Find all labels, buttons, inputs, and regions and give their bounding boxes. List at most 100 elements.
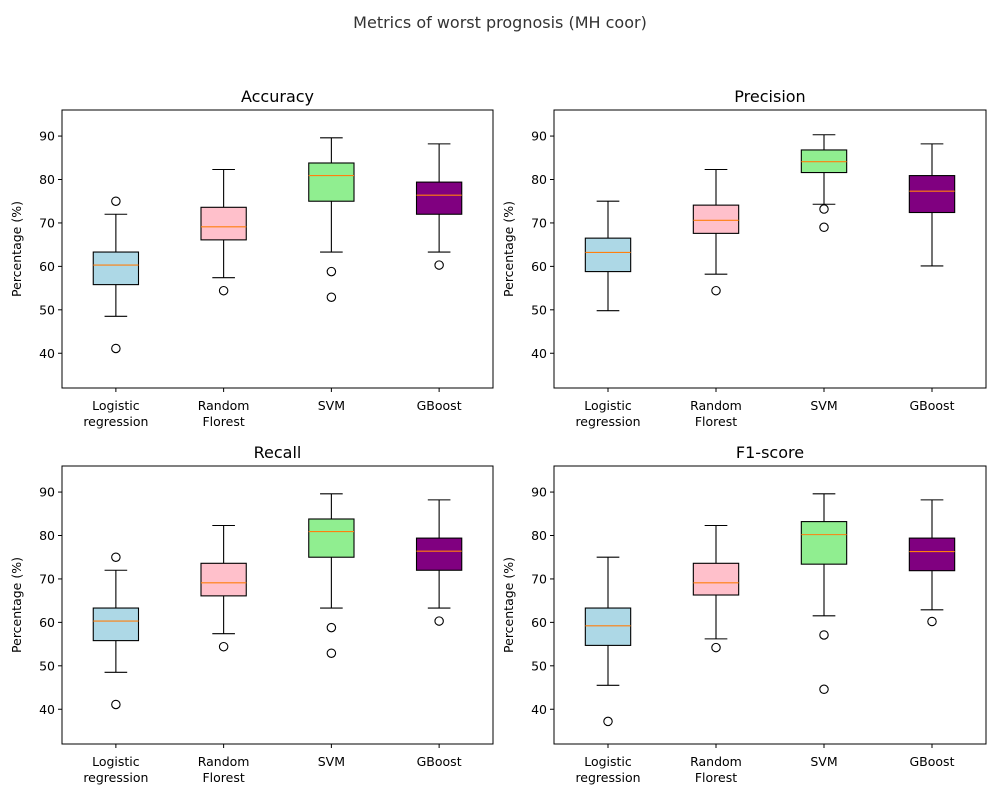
box-iqr xyxy=(200,206,247,241)
axes-frame xyxy=(61,465,494,745)
box-iqr xyxy=(584,237,632,273)
box-svm xyxy=(308,137,355,302)
x-tick-label: Random xyxy=(198,398,250,413)
x-tick-label: regression xyxy=(83,770,148,785)
outlier-point xyxy=(218,641,229,652)
y-tick-label: 80 xyxy=(39,172,55,187)
y-tick-label: 40 xyxy=(531,346,547,361)
box-iqr xyxy=(200,562,247,597)
outlier-point xyxy=(326,292,337,302)
box-iqr xyxy=(584,607,632,646)
box-gboost xyxy=(908,143,956,267)
outlier-point xyxy=(326,648,337,658)
outlier-point xyxy=(111,699,121,710)
y-tick-label: 50 xyxy=(39,658,55,673)
outlier-point xyxy=(326,266,337,277)
y-tick-label: 90 xyxy=(39,129,55,144)
box-iqr xyxy=(92,607,140,642)
box-random-florest xyxy=(692,524,740,653)
x-tick-label: SVM xyxy=(318,754,345,769)
x-tick-label: Florest xyxy=(202,770,244,785)
y-tick-label: 90 xyxy=(531,129,547,144)
subplot-title: Accuracy xyxy=(241,87,314,106)
outlier-point xyxy=(111,196,121,206)
figure-title: Metrics of worst prognosis (MH coor) xyxy=(353,13,647,32)
x-tick-label: Random xyxy=(690,754,742,769)
box-iqr xyxy=(308,162,355,202)
box-iqr xyxy=(908,175,956,214)
subplot-title: Precision xyxy=(734,87,805,106)
x-tick-label: regression xyxy=(575,414,640,429)
x-tick-label: Florest xyxy=(695,770,737,785)
box-svm xyxy=(308,493,355,658)
x-tick-label: SVM xyxy=(810,754,837,769)
x-tick-label: Logistic xyxy=(92,398,140,413)
box-random-florest xyxy=(692,168,740,296)
box-iqr xyxy=(415,181,463,215)
box-svm xyxy=(800,493,848,695)
box-gboost xyxy=(415,499,463,626)
box-logistic-regression xyxy=(92,196,140,354)
y-tick-label: 90 xyxy=(531,485,547,500)
outlier-point xyxy=(711,285,721,296)
y-tick-label: 50 xyxy=(39,302,55,317)
y-tick-label: 60 xyxy=(531,259,547,274)
x-tick-label: GBoost xyxy=(417,754,462,769)
x-tick-label: SVM xyxy=(810,398,837,413)
y-tick-label: 60 xyxy=(531,615,547,630)
y-tick-label: 60 xyxy=(39,615,55,630)
axes-frame xyxy=(553,465,987,745)
y-tick-label: 70 xyxy=(39,215,55,230)
box-iqr xyxy=(92,251,140,286)
x-tick-label: Logistic xyxy=(584,754,632,769)
box-gboost xyxy=(908,499,956,627)
y-tick-label: 70 xyxy=(531,215,547,230)
x-tick-label: GBoost xyxy=(910,754,955,769)
outlier-point xyxy=(819,204,829,214)
x-tick-label: Random xyxy=(198,754,250,769)
outlier-point xyxy=(111,552,121,562)
x-tick-label: GBoost xyxy=(910,398,955,413)
outlier-point xyxy=(434,616,444,626)
y-tick-label: 70 xyxy=(531,571,547,586)
outlier-point xyxy=(434,260,444,270)
x-tick-label: SVM xyxy=(318,398,345,413)
box-random-florest xyxy=(200,168,247,296)
subplot-recall: Recall 40 50 60 70 80 90 Percentage (%) Logistic… xyxy=(9,443,494,785)
box-iqr xyxy=(692,562,740,596)
y-axis-label: Percentage (%) xyxy=(501,201,516,297)
box-iqr xyxy=(415,537,463,571)
box-svm xyxy=(800,134,848,233)
x-tick-label: Random xyxy=(690,398,742,413)
y-axis-label: Percentage (%) xyxy=(9,557,24,653)
y-tick-label: 60 xyxy=(39,259,55,274)
x-tick-label: regression xyxy=(575,770,640,785)
outlier-point xyxy=(218,285,229,296)
box-iqr xyxy=(308,518,355,558)
subplot-accuracy: Accuracy 40 50 60 70 80 90 Percentage (%) Logist… xyxy=(9,87,494,429)
outlier-point xyxy=(819,222,829,233)
box-iqr xyxy=(692,204,740,234)
y-tick-label: 80 xyxy=(531,172,547,187)
x-tick-label: Florest xyxy=(202,414,244,429)
box-logistic-regression xyxy=(92,552,140,710)
axes-frame xyxy=(61,109,494,389)
subplot-precision: Precision 40 50 60 70 80 90 Percentage (%) Logis… xyxy=(501,87,987,429)
y-tick-label: 40 xyxy=(531,702,547,717)
y-tick-label: 80 xyxy=(531,528,547,543)
y-tick-label: 50 xyxy=(531,302,547,317)
y-tick-label: 80 xyxy=(39,528,55,543)
box-random-florest xyxy=(200,524,247,652)
y-axis-label: Percentage (%) xyxy=(501,557,516,653)
outlier-point xyxy=(927,616,937,627)
outlier-point xyxy=(326,622,337,633)
outlier-point xyxy=(819,684,829,695)
y-axis-label: Percentage (%) xyxy=(9,201,24,297)
axes-frame xyxy=(553,109,987,389)
outlier-point xyxy=(603,716,613,727)
y-tick-label: 50 xyxy=(531,658,547,673)
box-iqr xyxy=(800,521,848,565)
box-iqr xyxy=(908,537,956,572)
box-logistic-regression xyxy=(584,556,632,727)
